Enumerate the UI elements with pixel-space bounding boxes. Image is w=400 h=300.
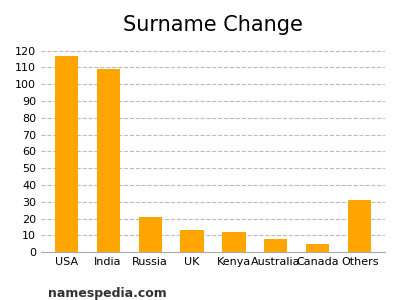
Title: Surname Change: Surname Change [123,15,303,35]
Bar [180,230,204,252]
Bar [348,200,371,252]
Bar [138,217,162,252]
Text: namespedia.com: namespedia.com [48,287,167,300]
Bar [55,56,78,252]
Bar [96,69,120,252]
Bar [222,232,246,252]
Bar [264,239,288,252]
Bar [306,244,330,252]
